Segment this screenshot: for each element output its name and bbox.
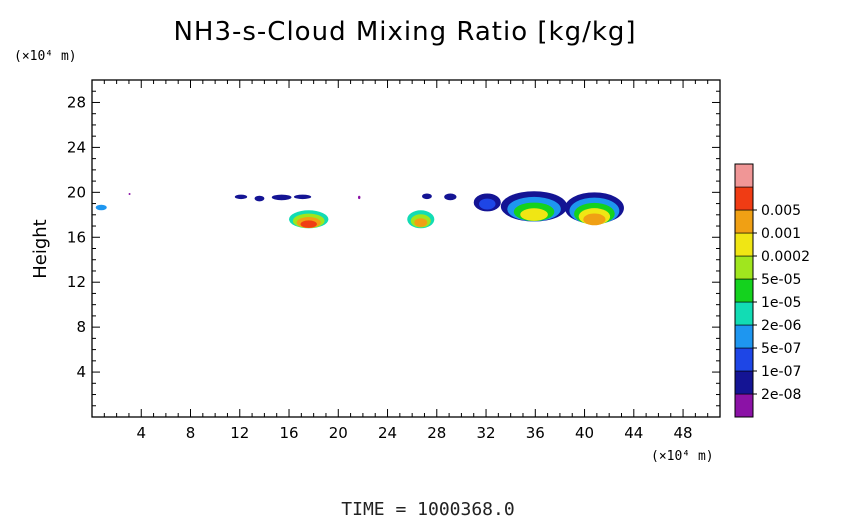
cloud-level-6-3 (300, 220, 317, 228)
cloud-level-9-0 (422, 193, 432, 200)
y-unit-label: (×10⁴ m) (14, 49, 77, 64)
cloud-region-13 (564, 192, 624, 226)
cloud-level-5-0 (293, 194, 312, 200)
cloud-region-10 (444, 193, 457, 201)
cloud-region-3 (254, 195, 265, 202)
cloud-region-0 (95, 204, 107, 211)
colorbar-segment-6 (734, 255, 754, 280)
colorbar: 2e-08 1e-07 5e-07 2e-06 1e-05 5e-05 0.0002 0.00… (734, 163, 810, 418)
x-unit-label: (×10⁴ m) (651, 449, 714, 464)
colorbar-frame (734, 163, 754, 418)
colorbar-segment-10 (734, 163, 754, 188)
colorbar-segment-9 (734, 186, 754, 211)
cloud-level-3-0 (254, 195, 265, 202)
cloud-level-13-4 (583, 213, 606, 226)
colorbar-label-6: 0.0002 (761, 249, 810, 265)
y-tick-label-12: 12 (67, 273, 86, 291)
x-tick-label-20: 20 (329, 424, 348, 442)
x-tick-label-40: 40 (575, 424, 594, 442)
cloud-region-12 (500, 191, 568, 222)
colorbar-label-8: 0.005 (761, 203, 801, 219)
cloud-region-5 (293, 194, 312, 200)
cloud-region-2 (234, 194, 248, 200)
x-tick-label-44: 44 (624, 424, 643, 442)
colorbar-segment-8 (734, 209, 754, 234)
cloud-region-8 (407, 210, 435, 229)
colorbar-segment-0 (734, 393, 754, 418)
cloud-region-4 (271, 194, 292, 201)
cloud-level-8-2 (414, 218, 428, 227)
x-tick-label-12: 12 (230, 424, 249, 442)
cloud-level-11-1 (479, 198, 496, 210)
colorbar-label-0: 2e-08 (761, 387, 801, 403)
cloud-level-10-0 (444, 193, 457, 201)
colorbar-segment-5 (734, 278, 754, 303)
cloud-level-1-0 (128, 193, 131, 196)
chart-title: NH3-s-Cloud Mixing Ratio [kg/kg] (173, 17, 636, 47)
x-tick-label-8: 8 (186, 424, 196, 442)
colorbar-segment-3 (734, 324, 754, 349)
x-tick-label-24: 24 (378, 424, 397, 442)
y-axis-label: Height (30, 219, 51, 279)
x-tick-label-16: 16 (279, 424, 298, 442)
y-tick-label-24: 24 (67, 138, 86, 156)
cloud-region-11 (473, 193, 501, 212)
cloud-level-7-0 (357, 195, 361, 200)
x-tick-label-28: 28 (427, 424, 446, 442)
colorbar-segment-4 (734, 301, 754, 326)
cloud-level-2-0 (234, 194, 248, 200)
x-tick-label-4: 4 (136, 424, 146, 442)
cloud-region-6 (289, 210, 329, 229)
cloud-region-1 (128, 193, 131, 196)
colorbar-segment-2 (734, 347, 754, 372)
x-tick-label-48: 48 (674, 424, 693, 442)
colorbar-label-5: 5e-05 (761, 272, 801, 288)
cloud-region-9 (422, 193, 432, 200)
cloud-level-0-0 (95, 204, 107, 211)
y-tick-label-4: 4 (76, 363, 86, 381)
colorbar-segment-7 (734, 232, 754, 257)
colorbar-label-2: 5e-07 (761, 341, 801, 357)
colorbar-label-7: 0.001 (761, 226, 801, 242)
y-tick-label-16: 16 (67, 228, 86, 246)
x-tick-label-36: 36 (526, 424, 545, 442)
colorbar-segment-1 (734, 370, 754, 395)
y-tick-label-20: 20 (67, 183, 86, 201)
y-tick-label-28: 28 (67, 93, 86, 111)
y-tick-label-8: 8 (76, 318, 86, 336)
plot-frame (91, 79, 721, 418)
cloud-level-4-0 (271, 194, 292, 201)
colorbar-label-3: 2e-06 (761, 318, 801, 334)
cloud-region-7 (357, 195, 361, 200)
footer-time: TIME = 1000368.0 (341, 499, 514, 519)
x-tick-label-32: 32 (476, 424, 495, 442)
cloud-level-12-3 (520, 208, 548, 221)
colorbar-label-4: 1e-05 (761, 295, 801, 311)
colorbar-label-1: 1e-07 (761, 364, 801, 380)
